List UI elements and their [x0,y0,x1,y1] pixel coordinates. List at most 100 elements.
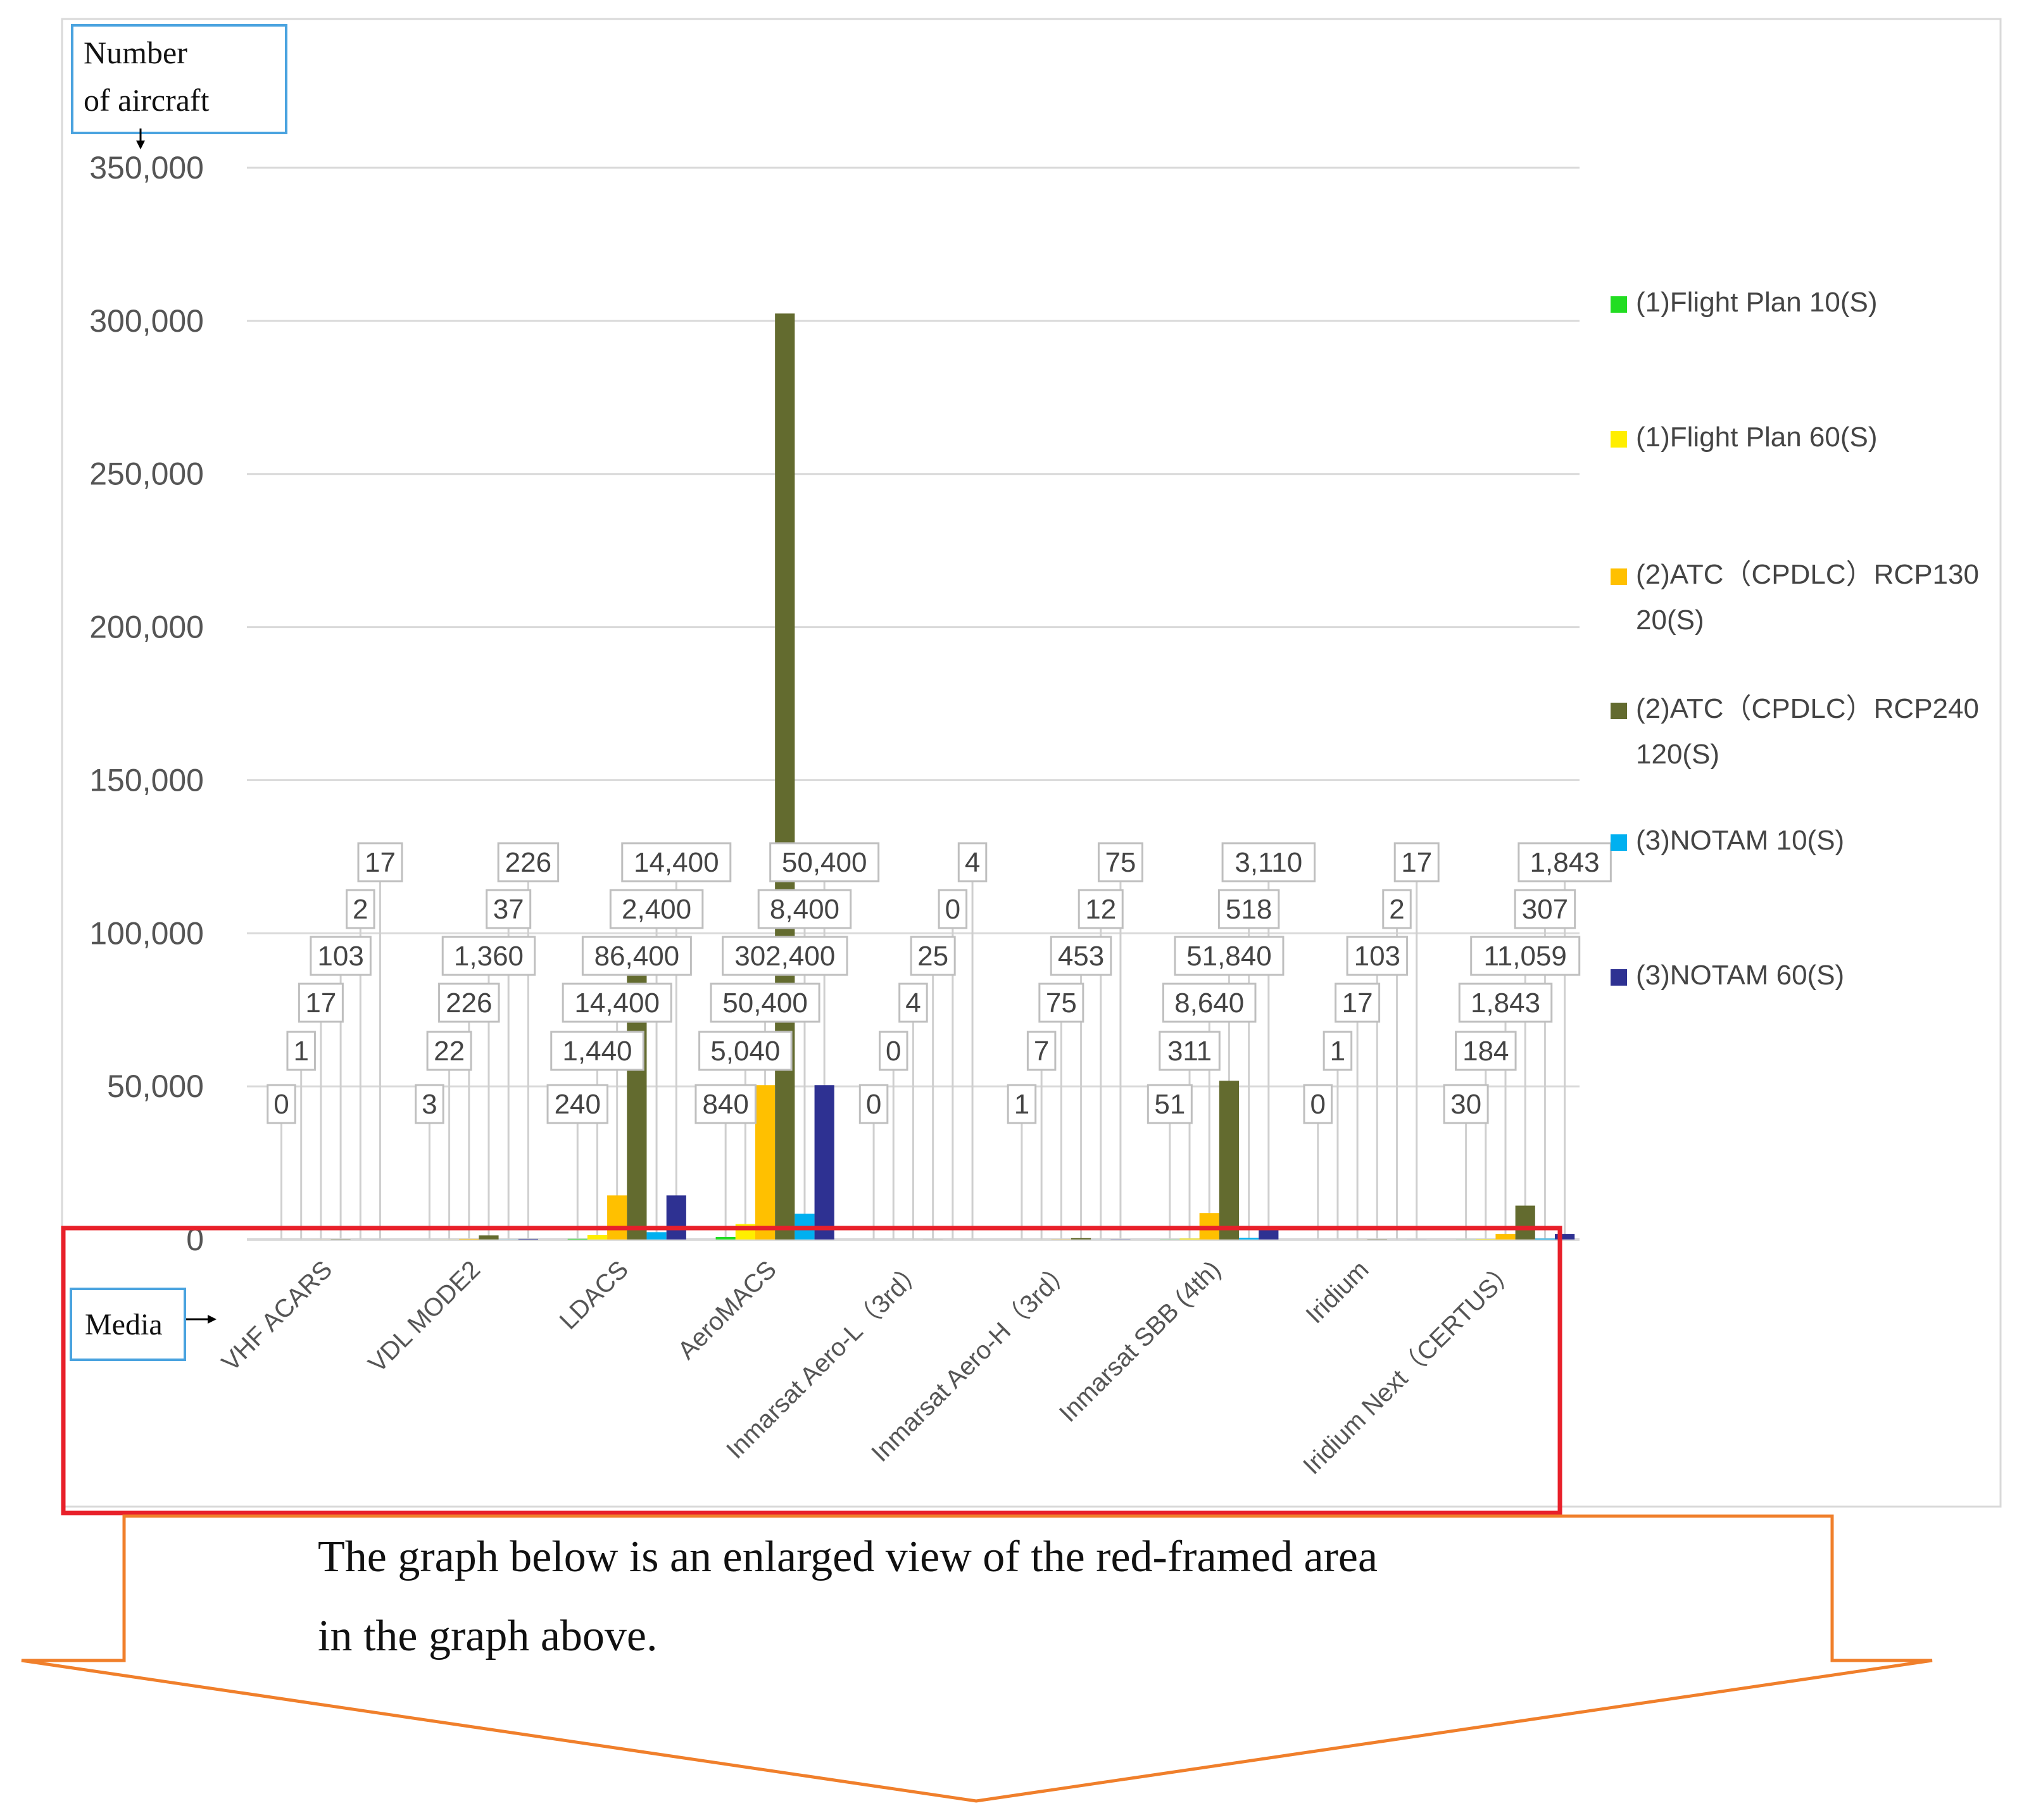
legend-swatch [1611,969,1627,986]
bar [1495,1234,1515,1239]
y-tick-label: 250,000 [89,456,204,492]
bar [1219,1081,1239,1239]
data-label: 8,640 [1174,988,1244,1019]
data-label: 1 [293,1036,308,1067]
bar [755,1085,775,1239]
data-label: 5,040 [710,1036,780,1067]
data-label: 1 [1330,1036,1345,1067]
legend-label: (2)ATC（CPDLC）RCP130 [1636,559,1979,590]
data-label: 453 [1058,941,1104,972]
data-label: 0 [945,894,960,925]
data-label: 2 [1389,894,1404,925]
legend-swatch [1611,568,1627,585]
data-label: 11,059 [1484,941,1567,972]
data-label: 103 [1354,941,1400,972]
bar [815,1085,834,1239]
y-axis-title-box: Number of aircraft [72,25,286,149]
data-label: 1 [1014,1089,1029,1120]
legend-swatch [1611,296,1627,313]
data-label: 51 [1154,1089,1185,1120]
bar [607,1195,627,1239]
data-label: 840 [702,1089,748,1120]
data-label: 1,843 [1530,847,1600,878]
data-label: 2 [353,894,368,925]
data-label: 75 [1046,988,1077,1019]
callout-arrow: The graph below is an enlarged view of t… [22,1516,1932,1801]
data-label: 17 [365,847,396,878]
bar [479,1235,498,1239]
bar [1179,1238,1199,1239]
y-tick-label: 50,000 [107,1069,204,1104]
data-label: 226 [505,847,551,878]
data-label: 14,400 [574,988,660,1019]
legend-label: (3)NOTAM 10(S) [1636,825,1844,856]
data-label: 184 [1462,1036,1509,1067]
y-tick-label: 150,000 [89,762,204,798]
legend-label: (1)Flight Plan 10(S) [1636,287,1877,318]
bar [1516,1206,1535,1239]
data-label: 3 [422,1089,437,1120]
data-label: 0 [886,1036,901,1067]
data-label: 7 [1034,1036,1049,1067]
data-label: 311 [1167,1036,1212,1067]
data-label: 3,110 [1235,847,1302,878]
bar [588,1235,607,1239]
data-label: 14,400 [634,847,719,878]
data-label: 0 [273,1089,289,1120]
data-label: 1,843 [1471,988,1540,1019]
bar [646,1232,666,1239]
data-label: 1,360 [454,941,524,972]
bar [1239,1238,1259,1239]
legend-swatch [1611,834,1627,851]
data-label: 17 [1401,847,1432,878]
legend-label: (3)NOTAM 60(S) [1636,960,1844,991]
data-label: 75 [1105,847,1136,878]
legend-swatch [1611,703,1627,719]
bar [1071,1238,1091,1239]
callout-text-line1: The graph below is an enlarged view of t… [318,1533,1378,1581]
x-axis-title: Media [85,1308,163,1341]
data-label: 4 [965,847,980,878]
data-label: 8,400 [770,894,839,925]
data-label: 17 [1342,988,1373,1019]
y-tick-label: 300,000 [89,303,204,339]
data-label: 37 [493,894,524,925]
data-label: 518 [1226,894,1272,925]
data-label: 86,400 [594,941,680,972]
legend-label: (1)Flight Plan 60(S) [1636,422,1877,453]
bar [667,1195,686,1239]
bar [775,313,795,1239]
legend-label: (2)ATC（CPDLC）RCP240 [1636,693,1979,724]
data-label: 12 [1085,894,1116,925]
y-tick-label: 350,000 [89,150,204,185]
data-label: 50,400 [722,988,808,1019]
legend-label: 20(S) [1636,605,1704,636]
data-label: 4 [905,988,921,1019]
legend-swatch [1611,431,1627,448]
data-label: 1,440 [562,1036,632,1067]
y-axis-title-line2: of aircraft [84,82,210,118]
data-label: 25 [917,941,948,972]
callout-text-line2: in the graph above. [318,1612,657,1660]
data-label: 22 [434,1036,465,1067]
y-tick-label: 200,000 [89,610,204,645]
legend-label: 120(S) [1636,739,1719,770]
bar [716,1237,736,1239]
data-label: 226 [446,988,492,1019]
data-label: 0 [1310,1089,1325,1120]
data-label: 30 [1450,1089,1481,1120]
data-label: 103 [317,941,363,972]
data-label: 17 [305,988,336,1019]
data-label: 240 [555,1089,601,1120]
data-label: 302,400 [734,941,835,972]
data-label: 2,400 [622,894,691,925]
bar [1259,1230,1278,1239]
y-axis-title-line1: Number [84,35,187,70]
data-label: 51,840 [1186,941,1272,972]
data-label: 50,400 [782,847,867,878]
data-label: 307 [1522,894,1568,925]
data-label: 0 [866,1089,881,1120]
y-tick-label: 100,000 [89,915,204,951]
